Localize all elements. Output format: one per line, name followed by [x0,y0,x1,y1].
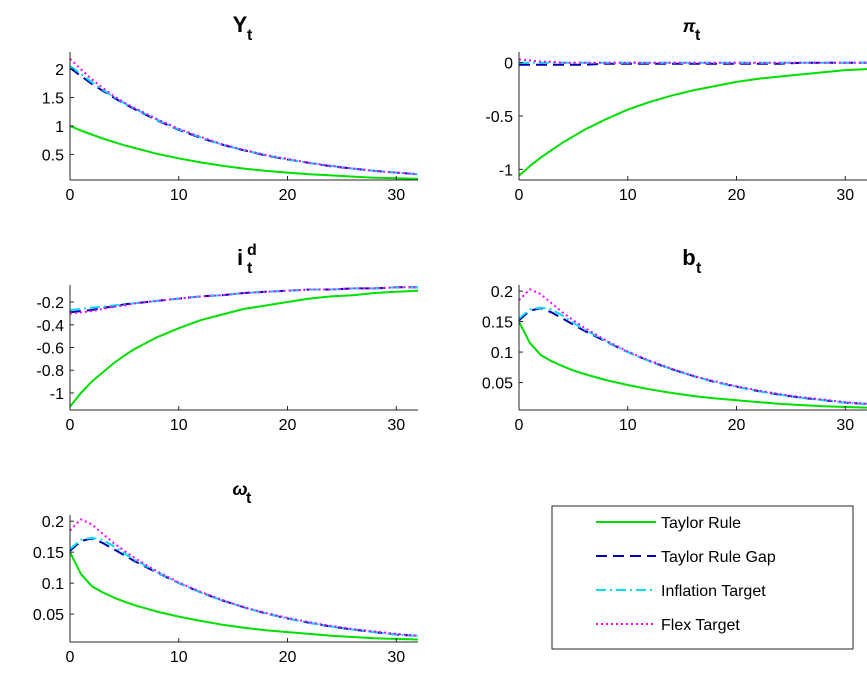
x-tick-label: 30 [387,649,405,666]
title-base: ω [232,479,247,499]
x-tick-label: 30 [387,187,405,204]
subplot-1: 0 10 20 30 0.5 1 1.5 2 Y t [42,12,418,204]
legend-box [551,505,854,650]
y-tick-label: 2 [55,62,64,79]
title-subscript: t [696,260,702,277]
x-tick-label: 20 [728,417,746,434]
x-tick-label: 10 [170,417,188,434]
subplot-5: 0 10 20 30 0.05 0.1 0.15 0.2 ωt [33,479,418,666]
series-line-flex-target [70,58,418,176]
series-line-taylor-rule-gap [70,67,418,176]
title-base: π [683,16,696,36]
y-tick-label: 0.05 [33,607,64,624]
x-tick-label: 10 [170,649,188,666]
series-line-flex-target [519,58,867,64]
legend-label: Inflation Target [661,583,766,600]
subplot-title: i td [237,242,257,277]
series-group [519,58,867,177]
y-tick-label: 0 [504,56,513,73]
legend-entry: Flex Target [596,617,740,634]
x-tick-label: 20 [279,417,297,434]
y-tick-label: 1.5 [42,91,64,108]
x-tick-label: 20 [279,187,297,204]
series-line-taylor-rule [70,551,418,641]
title-subscript: t [246,490,252,507]
series-group [70,286,418,408]
series-group [70,518,418,641]
legend-items: Taylor Rule Taylor Rule Gap Inflation Targ… [596,515,776,634]
series-line-inflation-target [519,306,867,405]
y-tick-label: 0.05 [482,376,513,393]
series-line-taylor-rule [70,125,418,180]
legend-label: Flex Target [661,617,740,634]
x-tick-label: 0 [515,417,524,434]
subplot-grid: 0 10 20 300.511.52Y t0 10 20 30-1-0.50π t0 10 20 30… [33,12,867,666]
series-line-taylor-rule-gap [519,307,867,405]
x-tick-label: 0 [66,649,75,666]
y-tick-label: 0.15 [33,545,64,562]
legend-entry: Inflation Target [596,583,766,600]
legend: Taylor Rule Taylor Rule Gap Inflation Targ… [551,505,854,650]
subplot-4: 0 10 20 30 0.05 0.1 0.15 0.2 b t [482,245,867,434]
title-base: i [237,245,243,270]
series-line-taylor-rule-gap [70,537,418,637]
legend-entry: Taylor Rule Gap [596,549,776,566]
subplot-title: ωt [232,479,252,507]
series-line-taylor-rule [519,68,867,177]
y-tick-label: 0.1 [42,576,64,593]
series-line-flex-target [70,286,418,315]
series-line-inflation-target [70,536,418,637]
title-subscript: t [247,260,253,277]
y-tick-label: -0.8 [36,363,64,380]
x-tick-label: 30 [836,417,854,434]
title-base: Y [233,12,248,37]
legend-label: Taylor Rule Gap [661,549,776,566]
y-tick-label: 0.2 [42,514,64,531]
x-tick-label: 0 [515,187,524,204]
x-tick-label: 0 [66,187,75,204]
y-tick-label: -0.4 [36,318,64,335]
y-tick-label: -0.5 [485,109,513,126]
x-tick-label: 20 [279,649,297,666]
series-line-inflation-target [70,65,418,176]
y-tick-label: -0.6 [36,341,64,358]
title-subscript: t [247,27,253,44]
title-superscript: d [247,242,257,259]
series-line-inflation-target [70,286,418,311]
x-tick-label: 10 [619,187,637,204]
x-tick-label: 30 [387,417,405,434]
legend-label: Taylor Rule [661,515,741,532]
x-tick-label: 30 [836,187,854,204]
series-group [70,58,418,180]
x-tick-label: 10 [170,187,188,204]
y-tick-label: 0.15 [482,315,513,332]
y-tick-label: 1 [55,119,64,136]
y-tick-label: -1 [499,162,513,179]
title-base: b [682,245,695,270]
x-tick-label: 10 [619,417,637,434]
x-tick-label: 0 [66,417,75,434]
series-line-flex-target [70,518,418,637]
y-tick-label: 0.2 [491,284,513,301]
x-tick-label: 20 [728,187,746,204]
subplot-3: 0 10 20 30 -1 -0.8 -0.6 -0.4 -0.2 i td [36,242,418,434]
y-tick-label: 0.5 [42,147,64,164]
series-line-taylor-rule [70,289,418,408]
series-line-taylor-rule [519,321,867,409]
title-subscript: t [695,27,701,44]
y-tick-label: 0.1 [491,345,513,362]
y-tick-label: -0.2 [36,295,64,312]
legend-entry: Taylor Rule [596,515,741,532]
y-tick-label: -1 [50,386,64,403]
subplot-2: 0 10 20 30 -1 -0.5 0 π t [485,16,867,204]
series-group [519,288,867,409]
series-line-flex-target [519,288,867,405]
